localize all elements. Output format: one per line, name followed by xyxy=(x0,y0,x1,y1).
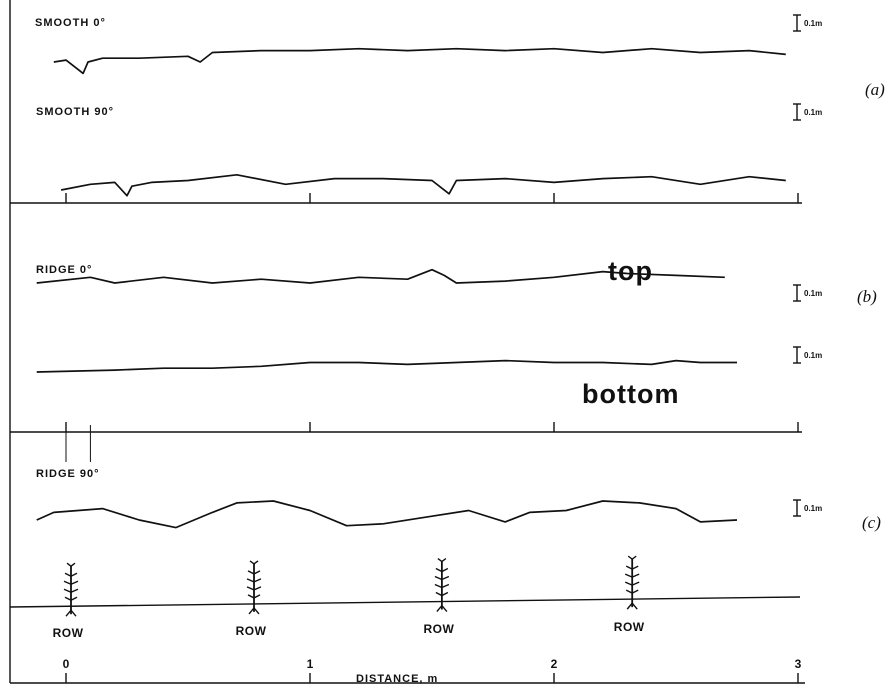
x-tick-label-0: 0 xyxy=(63,657,70,671)
x-tick-label-3: 3 xyxy=(795,657,802,671)
plant-icon-2 xyxy=(435,559,449,612)
scale-bar-label-3: 0.1m xyxy=(804,351,822,360)
x-axis-title: DISTANCE, m xyxy=(356,673,438,685)
trace-2-0 xyxy=(37,501,737,528)
trace-0-1 xyxy=(61,175,786,196)
plant-icon-0 xyxy=(64,563,78,616)
row-label-0: ROW xyxy=(53,626,84,640)
panel-label-a: (a) xyxy=(865,80,885,99)
plant-top-2 xyxy=(438,559,446,562)
x-tick-label-2: 2 xyxy=(551,657,558,671)
plant-icon-1 xyxy=(247,561,261,614)
trace-1-1 xyxy=(37,361,737,372)
panel-label-b: (b) xyxy=(857,287,877,306)
plant-icon-3 xyxy=(625,556,639,609)
scale-bar-label-0: 0.1m xyxy=(804,19,822,28)
scale-bar-label-2: 0.1m xyxy=(804,289,822,298)
plant-top-3 xyxy=(628,556,636,559)
series-label-smooth-0: SMOOTH 0° xyxy=(35,17,106,29)
annotation-bottom: bottom xyxy=(582,379,679,409)
row-label-2: ROW xyxy=(423,622,454,636)
series-label-ridge-0: RIDGE 0° xyxy=(36,264,92,276)
plant-top-0 xyxy=(67,563,75,566)
series-label-ridge-90: RIDGE 90° xyxy=(36,468,100,480)
annotation-top: top xyxy=(608,256,653,286)
plant-top-1 xyxy=(250,561,258,564)
row-label-1: ROW xyxy=(236,624,267,638)
x-tick-label-1: 1 xyxy=(307,657,314,671)
scale-bar-label-4: 0.1m xyxy=(804,504,822,513)
panel-label-c: (c) xyxy=(862,513,881,532)
series-label-smooth-90: SMOOTH 90° xyxy=(36,106,114,118)
ground-line xyxy=(10,597,800,607)
scale-bar-label-1: 0.1m xyxy=(804,108,822,117)
trace-0-0 xyxy=(54,49,786,74)
row-label-3: ROW xyxy=(614,620,645,634)
